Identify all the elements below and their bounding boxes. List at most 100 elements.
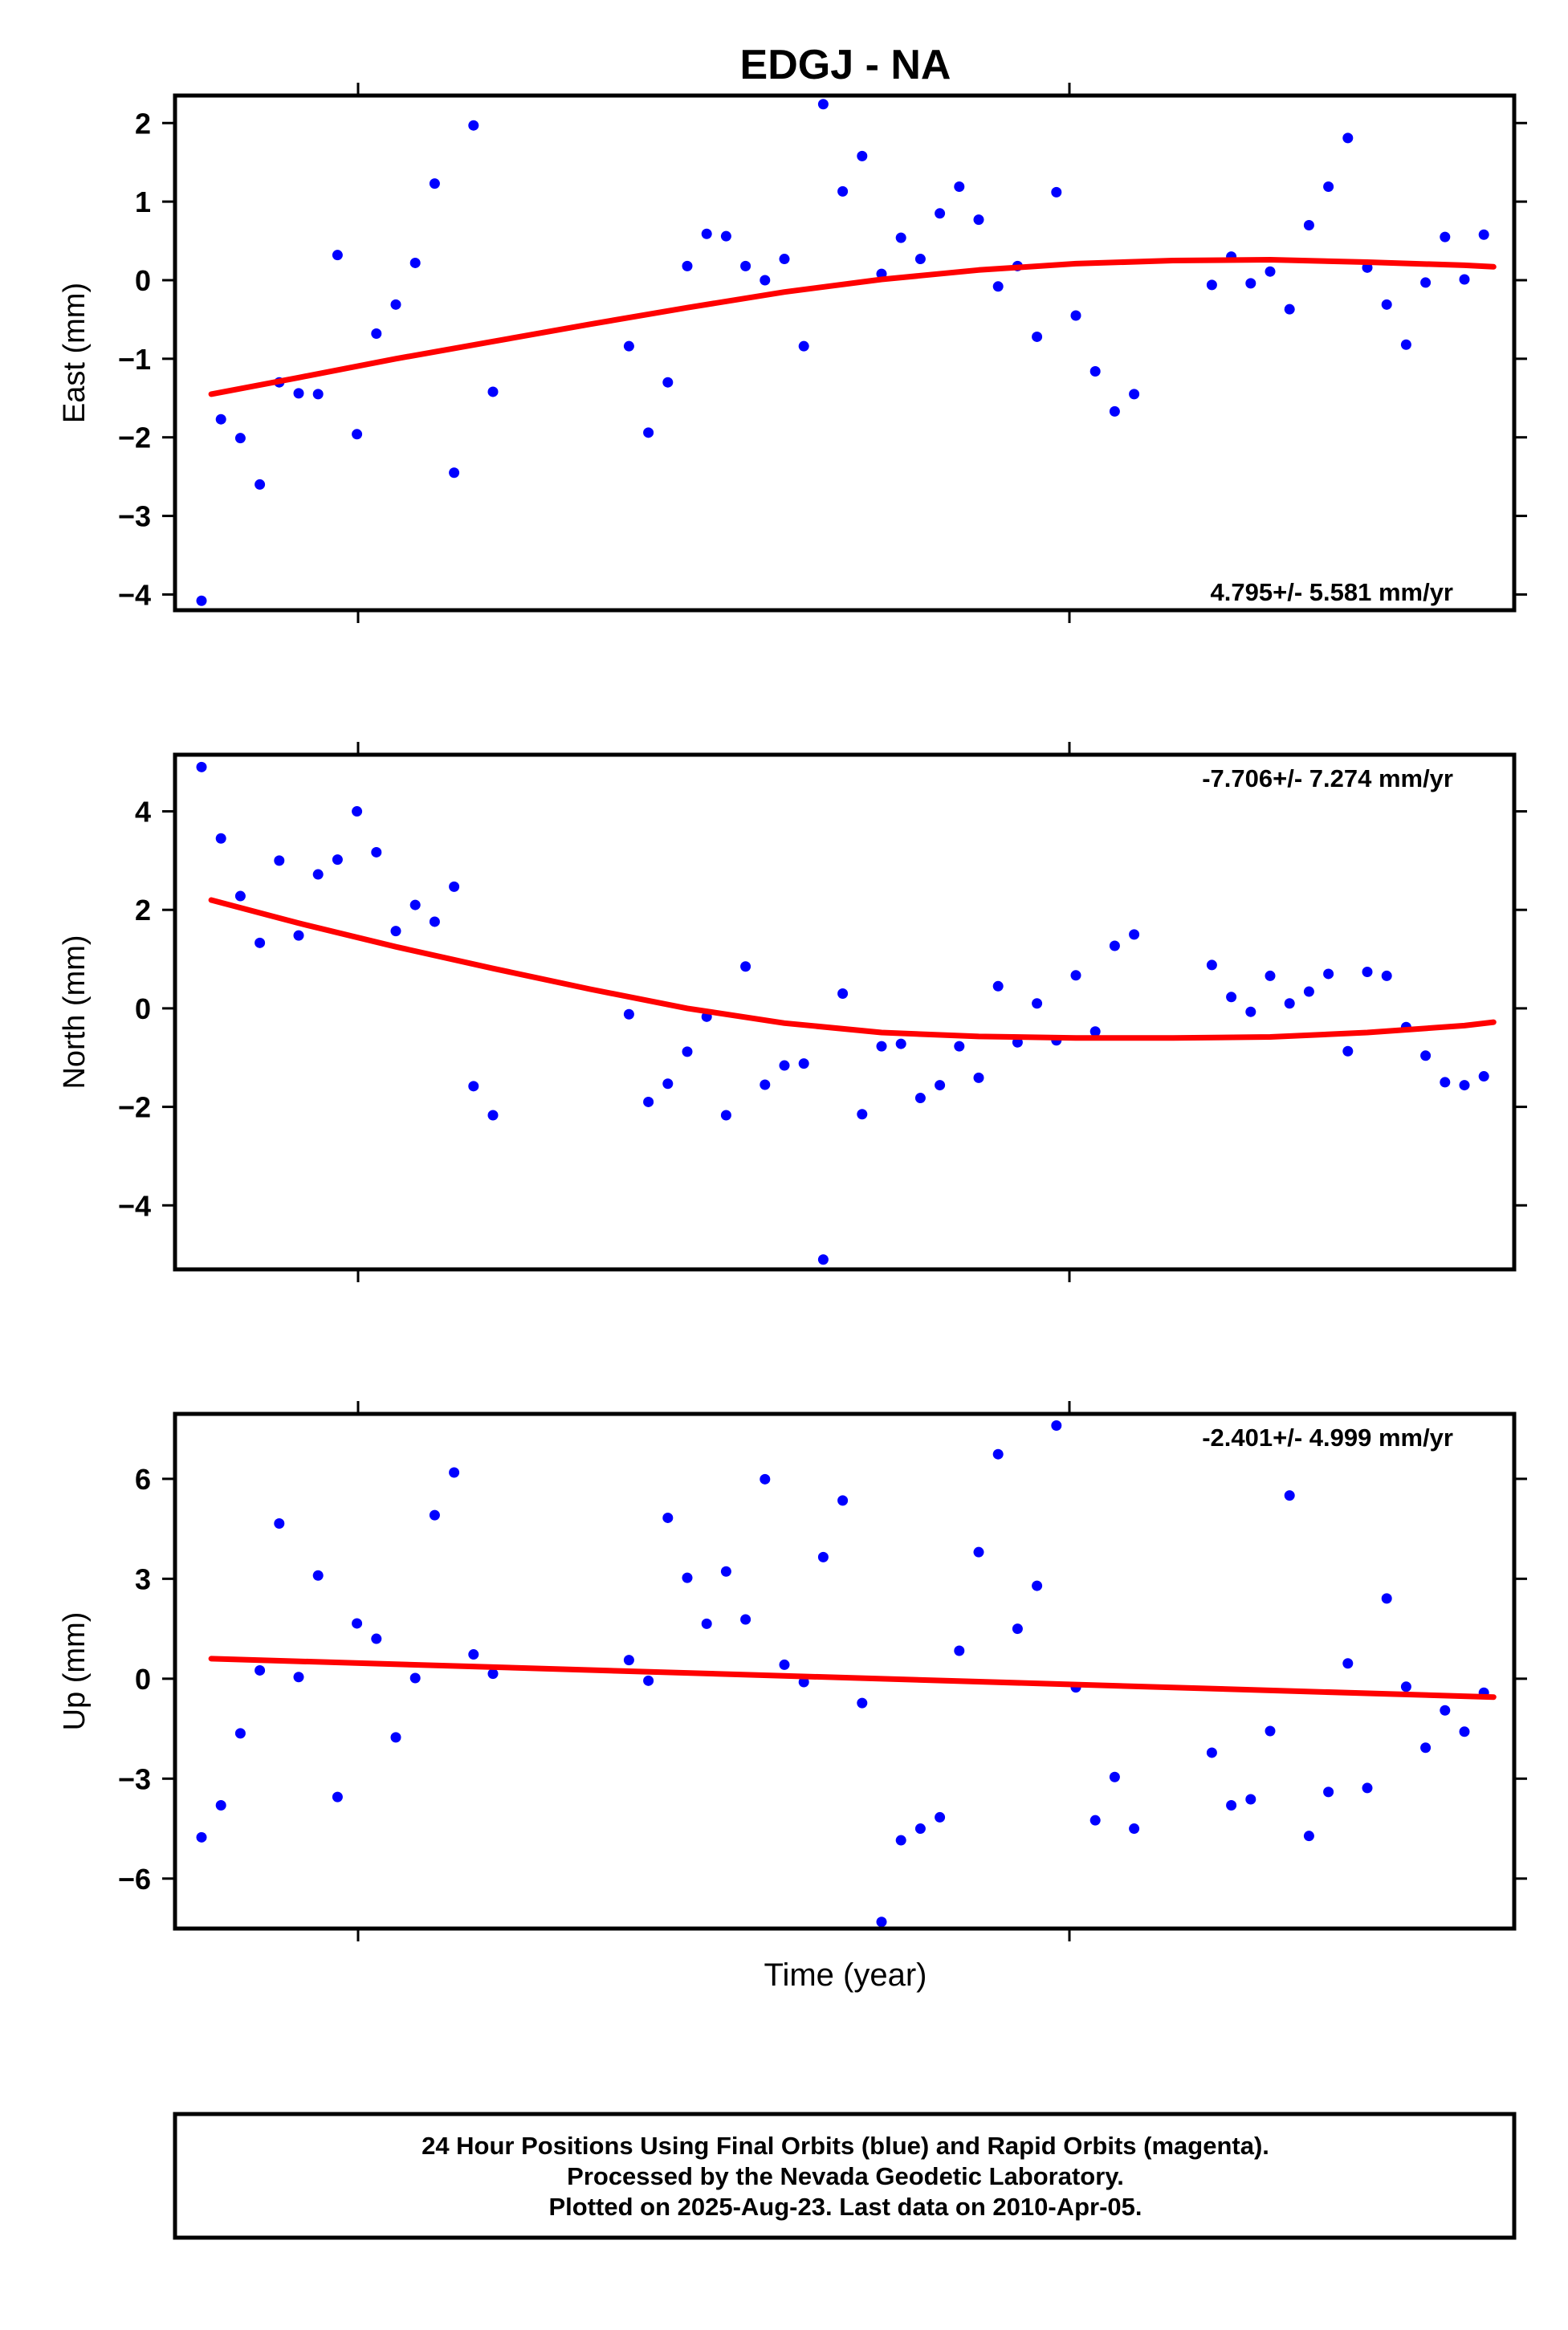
x-axis-label: Time (year) [764, 1957, 927, 1993]
north-data-point [740, 961, 751, 972]
up-data-point [1051, 1420, 1062, 1432]
up-data-point [662, 1512, 674, 1523]
north-data-point [234, 890, 246, 902]
up-data-point [1420, 1742, 1432, 1754]
footer-line-1: 24 Hour Positions Using Final Orbits (bl… [422, 2132, 1269, 2160]
north-data-point [1129, 929, 1140, 940]
up-data-point [643, 1675, 654, 1686]
north-data-point [1381, 970, 1392, 981]
east-data-point [701, 228, 712, 239]
north-data-point [449, 881, 460, 892]
north-data-point [215, 833, 226, 844]
north-data-point [1440, 1077, 1451, 1088]
north-data-point [623, 1008, 634, 1020]
up-data-point [449, 1467, 460, 1478]
north-data-point [1323, 968, 1334, 980]
north-data-point [682, 1046, 693, 1057]
north-data-point [293, 930, 304, 941]
east-data-point [798, 340, 809, 352]
north-plot-frame [173, 752, 1517, 1272]
east-data-point [1089, 365, 1101, 377]
up-data-point [740, 1614, 751, 1625]
up-data-point [682, 1572, 693, 1583]
east-data-point [973, 214, 984, 226]
north-data-point [760, 1079, 771, 1090]
east-data-point [1206, 279, 1217, 291]
north-data-point [798, 1058, 809, 1069]
east-data-point [1265, 266, 1276, 277]
north-data-point [857, 1109, 868, 1120]
up-data-point [623, 1655, 634, 1666]
east-data-point [1051, 186, 1062, 198]
north-data-point [643, 1096, 654, 1107]
up-data-point [779, 1659, 790, 1670]
north-y-axis-label: North (mm) [58, 935, 92, 1089]
up-data-point [429, 1509, 440, 1521]
east-data-point [1303, 219, 1314, 230]
footer-line-3: Plotted on 2025-Aug-23. Last data on 201… [548, 2193, 1142, 2221]
north-data-point [255, 937, 266, 948]
north-data-point [992, 980, 1004, 992]
north-ytick-label: 0 [135, 992, 151, 1025]
up-y-axis-label: Up (mm) [58, 1612, 92, 1731]
up-data-point [895, 1835, 906, 1846]
north-data-point [1089, 1026, 1101, 1037]
east-data-point [1245, 278, 1256, 289]
up-data-point [1012, 1623, 1023, 1635]
east-data-point [914, 254, 926, 265]
up-ytick-label: 0 [135, 1663, 151, 1696]
up-data-point [1400, 1681, 1411, 1693]
east-data-point [352, 429, 363, 440]
up-data-point [390, 1732, 401, 1743]
east-data-point [409, 257, 421, 268]
north-ytick-label: −2 [118, 1091, 151, 1124]
east-data-point [992, 281, 1004, 292]
up-data-point [1303, 1831, 1314, 1842]
up-data-point [857, 1697, 868, 1709]
east-data-point [468, 120, 479, 131]
up-data-point [1459, 1726, 1470, 1737]
up-ytick-label: 6 [135, 1463, 151, 1496]
east-data-point [817, 99, 829, 110]
east-data-point [1478, 229, 1489, 240]
east-data-point [682, 260, 693, 271]
east-data-point [312, 389, 324, 400]
up-data-point [1284, 1490, 1295, 1501]
east-data-point [1420, 277, 1432, 288]
east-panel: 2 1 0 −1 −2 −3 −4 East (mm) 4.795+/- 5.581 mm/yr [58, 83, 1527, 623]
east-data-point [429, 178, 440, 189]
up-data-point [1323, 1786, 1334, 1798]
up-ytick-label: −3 [118, 1762, 151, 1795]
up-data-point [876, 1917, 887, 1928]
north-data-point [1226, 992, 1237, 1003]
north-ytick-label: −4 [118, 1189, 151, 1222]
north-data-point [1420, 1050, 1432, 1061]
east-data-point [740, 260, 751, 271]
north-data-point [914, 1093, 926, 1104]
up-data-point [1381, 1593, 1392, 1604]
east-data-point [837, 185, 849, 197]
east-data-point [1032, 331, 1043, 342]
east-data-point [1284, 303, 1295, 315]
north-data-point [312, 869, 324, 880]
east-data-point [857, 150, 868, 161]
east-ytick-label: −4 [118, 578, 151, 611]
up-data-point [798, 1676, 809, 1688]
up-data-point [1342, 1658, 1354, 1669]
up-data-point [720, 1566, 731, 1577]
north-data-point [1032, 998, 1043, 1009]
east-data-point [196, 595, 207, 606]
north-data-point [1362, 967, 1373, 978]
up-plot-frame [173, 1411, 1517, 1931]
north-data-point [487, 1110, 499, 1121]
east-data-point [662, 377, 674, 388]
up-data-point [1032, 1580, 1043, 1591]
north-trend-line [208, 897, 1497, 1041]
up-data-point [1440, 1705, 1451, 1716]
up-trend-line [208, 1656, 1497, 1701]
up-data-point [196, 1831, 207, 1843]
up-data-point [487, 1668, 499, 1680]
east-data-point [293, 388, 304, 399]
east-data-point [1381, 299, 1392, 310]
north-data-point [1303, 986, 1314, 997]
